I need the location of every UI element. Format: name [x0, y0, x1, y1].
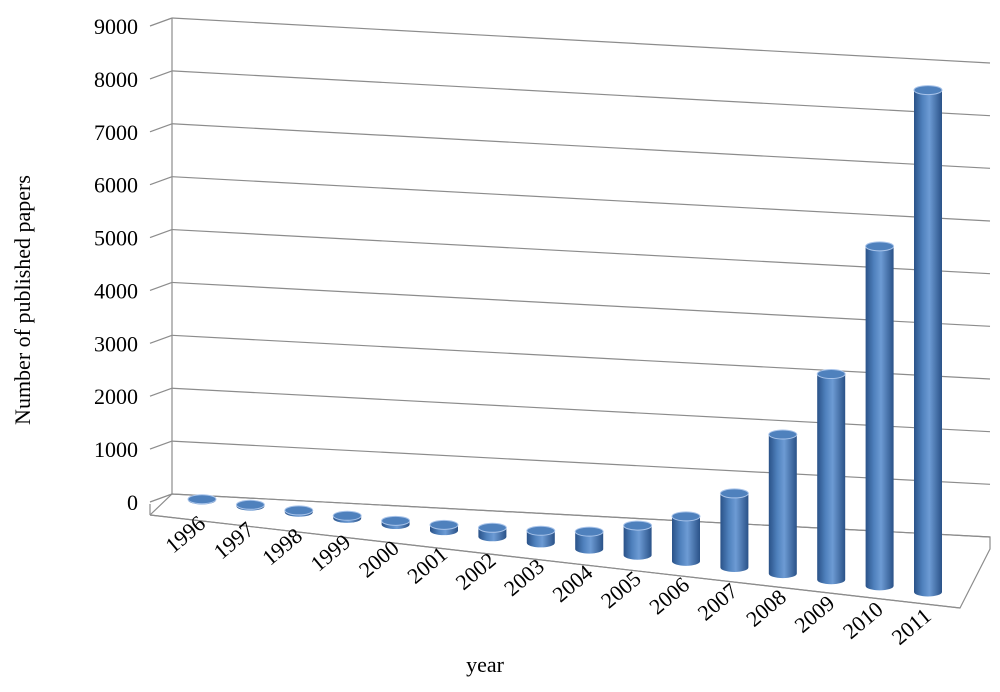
bar	[719, 488, 749, 572]
bar-top	[865, 241, 895, 252]
bar	[429, 519, 459, 536]
bar-body	[575, 531, 604, 554]
y-tick-label: 9000	[94, 14, 138, 39]
x-axis-line	[149, 514, 961, 609]
y-tick-label: 8000	[94, 67, 138, 92]
gridline-side	[149, 440, 173, 450]
x-axis-title: year	[466, 652, 505, 677]
y-tick-label: 0	[127, 490, 138, 515]
x-tick-label: 1997	[209, 517, 259, 564]
bar-body	[914, 90, 943, 597]
x-tick-label: 2005	[596, 566, 646, 613]
y-tick-label: 7000	[94, 120, 138, 145]
gridline	[171, 387, 991, 433]
bar-top	[187, 494, 217, 505]
bar-top	[574, 526, 604, 537]
bar-top	[913, 85, 943, 96]
gridline	[171, 440, 991, 485]
bars	[187, 85, 943, 597]
gridline-side	[149, 281, 173, 292]
bar-top	[284, 505, 314, 516]
bar-top	[235, 499, 265, 510]
gridline	[171, 281, 991, 327]
bar-top	[332, 510, 362, 521]
y-tick-label: 1000	[94, 437, 138, 462]
x-tick-label: 2010	[838, 596, 888, 643]
gridline	[171, 17, 991, 64]
bar	[671, 511, 701, 566]
gridline	[171, 123, 991, 169]
bar	[284, 505, 314, 517]
bar-top	[429, 519, 459, 530]
bar-body	[623, 525, 652, 560]
gridline	[171, 176, 991, 222]
y-axis-ticks: 0 1000 2000 3000 4000 5000 6000 7000 8000 9000	[94, 14, 138, 515]
bar	[332, 510, 362, 523]
gridline	[171, 493, 991, 538]
x-tick-label: 2004	[547, 560, 597, 607]
gridline-side	[149, 176, 173, 186]
gridline-side	[149, 123, 173, 133]
bar	[477, 522, 507, 542]
bar	[865, 241, 895, 591]
gridline-side	[149, 493, 173, 503]
bar-top	[816, 368, 846, 379]
x-tick-label: 2007	[693, 578, 743, 625]
bar	[816, 368, 846, 585]
x-tick-label: 1999	[305, 529, 355, 576]
bar-top	[526, 525, 556, 536]
y-tick-label: 2000	[94, 384, 138, 409]
bar	[913, 85, 943, 597]
bar-top	[719, 488, 749, 499]
y-tick-label: 3000	[94, 331, 138, 356]
bar-body	[817, 373, 846, 585]
bar-top	[623, 520, 653, 531]
gridline-side	[149, 17, 173, 27]
bar-body	[865, 246, 894, 591]
chart-walls	[149, 18, 991, 609]
bar	[235, 499, 265, 511]
bar-top	[381, 515, 411, 526]
y-tick-label: 5000	[94, 226, 138, 251]
y-tick-label: 6000	[94, 173, 138, 198]
gridline	[171, 228, 991, 275]
gridline-side	[149, 334, 173, 344]
x-tick-label: 1998	[257, 523, 307, 570]
bar-top	[477, 522, 507, 533]
y-axis-title: Number of published papers	[10, 175, 35, 425]
y-tick-label: 4000	[94, 278, 138, 303]
bar-top	[671, 511, 701, 522]
gridline-side	[149, 228, 173, 239]
x-tick-label: 2006	[644, 572, 694, 619]
gridlines	[149, 17, 991, 538]
bar-body	[768, 434, 797, 579]
x-tick-label: 2011	[887, 603, 936, 650]
bar-body	[672, 516, 700, 566]
x-tick-label: 2008	[741, 584, 791, 631]
bar-top	[768, 429, 798, 440]
bar	[381, 515, 411, 530]
x-tick-label: 2009	[789, 590, 839, 637]
gridline	[171, 70, 991, 117]
bar	[574, 526, 604, 554]
gridline-side	[149, 387, 173, 397]
x-tick-label: 1996	[160, 511, 210, 558]
x-tick-label: 2000	[354, 535, 404, 582]
bar	[768, 429, 798, 579]
x-tick-label: 2003	[499, 553, 549, 600]
gridline	[171, 334, 991, 380]
gridline-side	[149, 70, 173, 80]
bar	[623, 520, 653, 560]
bar	[526, 525, 556, 548]
bar	[187, 494, 217, 505]
bar-body	[720, 493, 749, 572]
